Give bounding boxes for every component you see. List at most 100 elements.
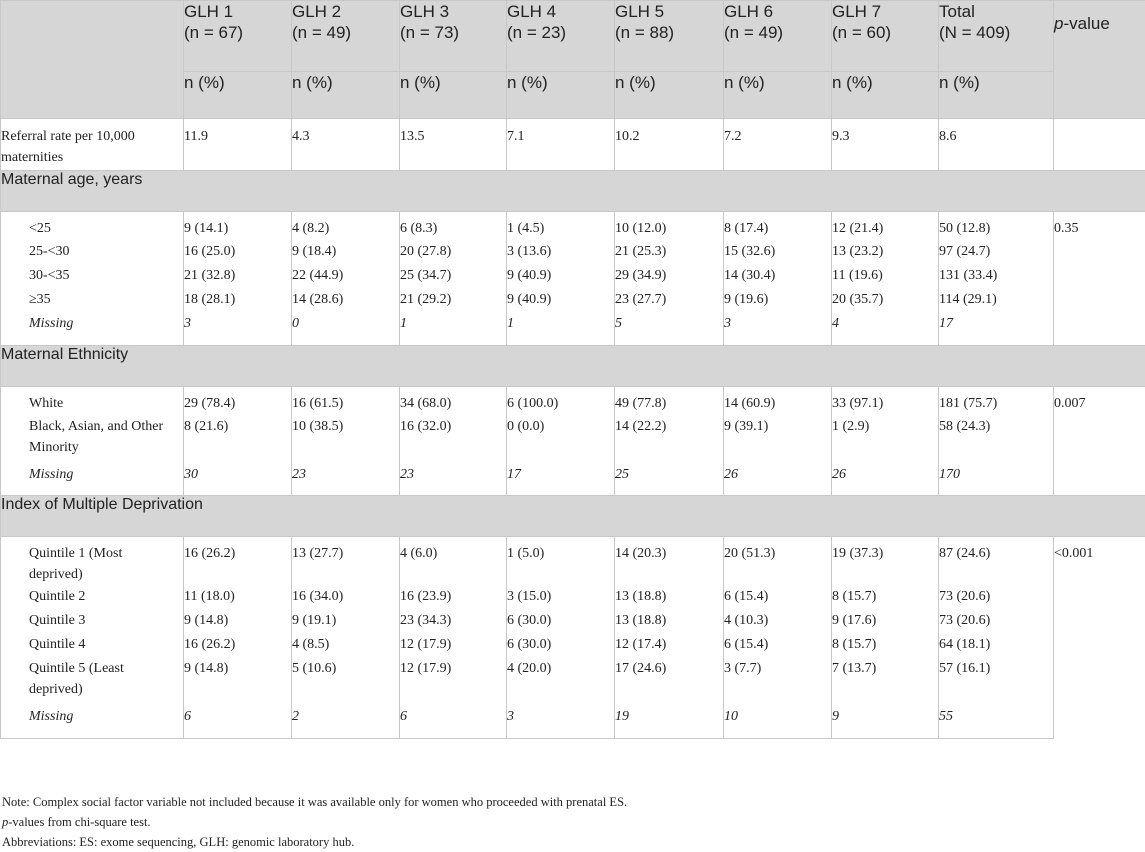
abbreviations-note: Abbreviations: ES: exome sequencing, GLH…	[2, 832, 627, 852]
document: GLH 1(n = 67)GLH 2(n = 49)GLH 3(n = 73)G…	[0, 0, 1145, 739]
table-cell: 4 (6.0)	[400, 537, 507, 586]
table-cell: 15 (32.6)	[724, 240, 832, 264]
table-cell: 0	[292, 312, 400, 346]
table-cell: 16 (25.0)	[184, 240, 292, 264]
column-name: GLH 5	[615, 1, 723, 22]
unit-header-5: n (%)	[615, 72, 724, 119]
table-cell: 58 (24.3)	[939, 415, 1054, 463]
table-cell: 21 (25.3)	[615, 240, 724, 264]
table-cell: 55	[939, 705, 1054, 738]
table-cell: 131 (33.4)	[939, 264, 1054, 288]
table-cell: 12 (17.9)	[400, 657, 507, 705]
pvalue-cell: <0.001	[1054, 537, 1145, 739]
row-label: 30-<35	[1, 264, 184, 288]
table-cell: 3 (7.7)	[724, 657, 832, 705]
table-cell: 9 (17.6)	[832, 609, 939, 633]
table-cell: 23	[292, 463, 400, 496]
section-title: Index of Multiple Deprivation	[1, 496, 1145, 537]
table-cell: 14 (30.4)	[724, 264, 832, 288]
table-cell: 6 (8.3)	[400, 212, 507, 240]
table-cell: 25 (34.7)	[400, 264, 507, 288]
table-cell: 181 (75.7)	[939, 387, 1054, 415]
row-label: Missing	[1, 463, 184, 496]
table-cell: 6 (30.0)	[507, 609, 615, 633]
table-cell: 9 (14.8)	[184, 609, 292, 633]
column-count: (N = 409)	[939, 22, 1053, 43]
table-cell: 7.1	[507, 119, 615, 171]
column-count: (n = 88)	[615, 22, 723, 43]
table-cell: 1 (5.0)	[507, 537, 615, 586]
column-header-1: GLH 1(n = 67)	[184, 1, 292, 72]
row-label: Quintile 3	[1, 609, 184, 633]
row-label: White	[1, 387, 184, 415]
table-cell: 9 (19.1)	[292, 609, 400, 633]
table-cell: 10.2	[615, 119, 724, 171]
table-cell: 9 (39.1)	[724, 415, 832, 463]
table-cell: 3 (13.6)	[507, 240, 615, 264]
table-cell: 1	[507, 312, 615, 346]
table-cell: 12 (17.9)	[400, 633, 507, 657]
table-cell: 6 (30.0)	[507, 633, 615, 657]
table-cell: 8.6	[939, 119, 1054, 171]
pvalue-cell: 0.007	[1054, 387, 1145, 496]
table-cell: 17	[507, 463, 615, 496]
column-header-3: GLH 3(n = 73)	[400, 1, 507, 72]
table-cell: 10	[724, 705, 832, 738]
table-cell: 19 (37.3)	[832, 537, 939, 586]
table-cell: 6 (15.4)	[724, 633, 832, 657]
table-cell: 9 (18.4)	[292, 240, 400, 264]
column-header-7: GLH 7(n = 60)	[832, 1, 939, 72]
unit-header-2: n (%)	[292, 72, 400, 119]
column-count: (n = 73)	[400, 22, 506, 43]
row-label: Quintile 2	[1, 585, 184, 609]
table-cell: 30	[184, 463, 292, 496]
table-cell: 16 (26.2)	[184, 633, 292, 657]
table-cell: 4 (8.5)	[292, 633, 400, 657]
section-title: Maternal Ethnicity	[1, 346, 1145, 387]
table-cell: 16 (23.9)	[400, 585, 507, 609]
table-cell: 13 (18.8)	[615, 585, 724, 609]
row-label: 25-<30	[1, 240, 184, 264]
unit-header-1: n (%)	[184, 72, 292, 119]
table-cell: 14 (20.3)	[615, 537, 724, 586]
column-count: (n = 60)	[832, 22, 938, 43]
table-cell: 4 (8.2)	[292, 212, 400, 240]
row-label: Black, Asian, and Other Minority	[1, 415, 184, 463]
section-header-row: Index of Multiple Deprivation	[1, 496, 1145, 537]
table-cell: 2	[292, 705, 400, 738]
table-cell: 23	[400, 463, 507, 496]
table-cell: 3	[184, 312, 292, 346]
table-cell: 8 (17.4)	[724, 212, 832, 240]
header-blank-cell	[1, 1, 184, 119]
table-cell: 9 (14.1)	[184, 212, 292, 240]
table-cell: 9 (19.6)	[724, 288, 832, 312]
table-cell: 17 (24.6)	[615, 657, 724, 705]
table-cell: 9	[832, 705, 939, 738]
table-cell: 3 (15.0)	[507, 585, 615, 609]
table-cell: 13 (23.2)	[832, 240, 939, 264]
table-cell: 5 (10.6)	[292, 657, 400, 705]
table-cell: 11 (19.6)	[832, 264, 939, 288]
table-cell: 8 (15.7)	[832, 585, 939, 609]
table-cell: 1 (4.5)	[507, 212, 615, 240]
row-label: Referral rate per 10,000 maternities	[1, 119, 184, 171]
section-title: Maternal age, years	[1, 171, 1145, 212]
table-cell: 12 (17.4)	[615, 633, 724, 657]
column-header-5: GLH 5(n = 88)	[615, 1, 724, 72]
table-cell: 13 (27.7)	[292, 537, 400, 586]
row-label: ≥35	[1, 288, 184, 312]
column-name: GLH 1	[184, 1, 291, 22]
row-label: Missing	[1, 705, 184, 738]
row-label: Quintile 5 (Least deprived)	[1, 657, 184, 705]
column-name: GLH 6	[724, 1, 831, 22]
table-cell: 7.2	[724, 119, 832, 171]
table-row: Quintile 5 (Least deprived)9 (14.8)5 (10…	[1, 657, 1145, 705]
table-cell: 20 (35.7)	[832, 288, 939, 312]
table-cell: 10 (38.5)	[292, 415, 400, 463]
table-cell: 1 (2.9)	[832, 415, 939, 463]
